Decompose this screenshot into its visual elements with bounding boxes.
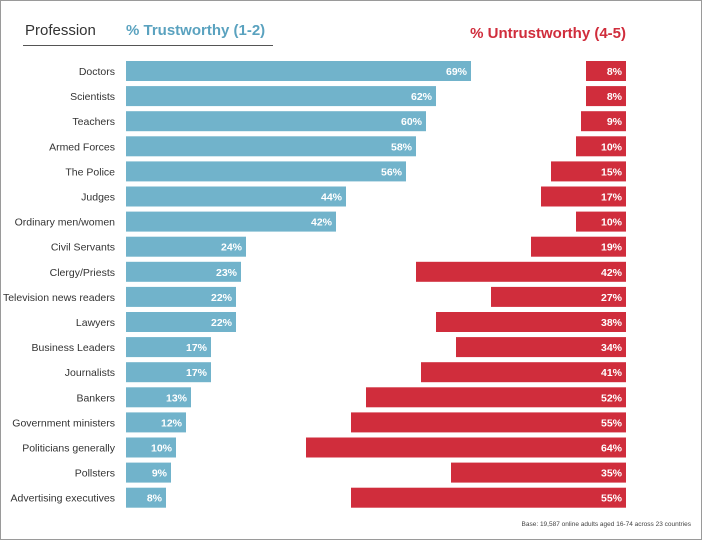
category-label: Business Leaders: [32, 342, 115, 354]
trustworthy-value-label: 44%: [321, 192, 343, 204]
trustworthy-bar: [126, 236, 246, 257]
untrustworthy-bar: [491, 286, 626, 307]
untrustworthy-value-label: 55%: [601, 493, 623, 505]
trustworthy-value-label: 42%: [311, 217, 333, 229]
untrustworthy-value-label: 17%: [601, 192, 623, 204]
untrustworthy-bar: [586, 86, 626, 107]
trustworthy-bar: [126, 387, 191, 408]
trustworthy-value-label: 24%: [221, 242, 243, 254]
category-label: Bankers: [76, 392, 115, 404]
untrustworthy-bar: [366, 387, 626, 408]
trust-bar-chart: Doctors 69% 8% Scientists 62% 8% Teachers 60% 9%…: [3, 61, 626, 508]
trustworthy-value-label: 22%: [211, 292, 233, 304]
untrustworthy-bar: [451, 462, 626, 483]
trustworthy-value-label: 17%: [186, 342, 208, 354]
category-label: Journalists: [65, 367, 115, 379]
untrustworthy-bar: [576, 136, 626, 157]
untrustworthy-header: % Untrustworthy (4-5): [470, 25, 626, 42]
untrustworthy-value-label: 42%: [601, 267, 623, 279]
trustworthy-bar: [126, 61, 471, 81]
untrustworthy-value-label: 9%: [607, 116, 623, 128]
category-label: Television news readers: [3, 292, 115, 304]
category-label: Armed Forces: [49, 141, 115, 153]
untrustworthy-value-label: 8%: [607, 91, 623, 103]
trustworthy-header: % Trustworthy (1-2): [126, 22, 266, 39]
trustworthy-bar: [126, 111, 426, 132]
category-label: Civil Servants: [51, 242, 115, 254]
untrustworthy-value-label: 8%: [607, 66, 623, 78]
trustworthy-value-label: 60%: [401, 116, 423, 128]
untrustworthy-value-label: 55%: [601, 417, 623, 429]
trustworthy-value-label: 13%: [166, 392, 188, 404]
category-label: Politicians generally: [22, 443, 116, 455]
untrustworthy-bar: [306, 437, 626, 458]
category-label: Doctors: [79, 66, 115, 78]
category-label: Clergy/Priests: [50, 267, 115, 279]
trustworthy-value-label: 69%: [446, 66, 468, 78]
trustworthy-bar: [126, 487, 166, 508]
trustworthy-bar: [126, 286, 236, 307]
trustworthy-value-label: 22%: [211, 317, 233, 329]
untrustworthy-value-label: 27%: [601, 292, 623, 304]
category-label: Advertising executives: [11, 493, 115, 505]
trustworthy-bar: [126, 261, 241, 282]
profession-header: Profession: [25, 22, 96, 39]
trustworthy-value-label: 8%: [147, 493, 163, 505]
trustworthy-bar: [126, 211, 336, 232]
footnote: Base: 19,587 online adults aged 16-74 ac…: [521, 521, 691, 528]
untrustworthy-value-label: 41%: [601, 367, 623, 379]
untrustworthy-value-label: 52%: [601, 392, 623, 404]
trustworthy-value-label: 10%: [151, 443, 173, 455]
untrustworthy-bar: [551, 161, 626, 182]
untrustworthy-bar: [581, 111, 626, 132]
trustworthy-value-label: 62%: [411, 91, 433, 103]
trustworthy-value-label: 9%: [152, 468, 168, 480]
trustworthy-value-label: 23%: [216, 267, 238, 279]
untrustworthy-value-label: 38%: [601, 317, 623, 329]
untrustworthy-value-label: 34%: [601, 342, 623, 354]
untrustworthy-value-label: 19%: [601, 242, 623, 254]
trustworthy-bar: [126, 412, 186, 433]
category-label: Ordinary men/women: [15, 217, 116, 229]
untrustworthy-value-label: 10%: [601, 217, 623, 229]
category-label: Scientists: [70, 91, 115, 103]
trustworthy-bar: [126, 186, 346, 207]
untrustworthy-value-label: 15%: [601, 166, 623, 178]
untrustworthy-bar: [576, 211, 626, 232]
category-label: Lawyers: [76, 317, 115, 329]
trustworthy-bar: [126, 312, 236, 332]
category-label: Teachers: [72, 116, 115, 128]
untrustworthy-bar: [456, 337, 626, 358]
trustworthy-value-label: 17%: [186, 367, 208, 379]
trustworthy-bar: [126, 362, 211, 383]
untrustworthy-value-label: 64%: [601, 443, 623, 455]
trustworthy-bar: [126, 86, 436, 107]
untrustworthy-bar: [586, 61, 626, 81]
category-label: Judges: [81, 192, 115, 204]
trustworthy-bar: [126, 462, 171, 483]
category-label: Pollsters: [75, 468, 115, 480]
category-label: Government ministers: [12, 417, 115, 429]
trustworthy-value-label: 56%: [381, 166, 403, 178]
trustworthy-value-label: 58%: [391, 141, 413, 153]
trustworthy-bar: [126, 136, 416, 157]
trustworthy-bar: [126, 437, 176, 458]
untrustworthy-bar: [436, 312, 626, 332]
untrustworthy-bar: [351, 487, 626, 508]
trustworthy-bar: [126, 337, 211, 358]
untrustworthy-bar: [541, 186, 626, 207]
untrustworthy-bar: [351, 412, 626, 433]
untrustworthy-bar: [531, 236, 626, 257]
untrustworthy-value-label: 10%: [601, 141, 623, 153]
untrustworthy-value-label: 35%: [601, 468, 623, 480]
header-rule: [23, 45, 273, 46]
untrustworthy-bar: [416, 261, 626, 282]
untrustworthy-bar: [421, 362, 626, 383]
category-label: The Police: [65, 166, 115, 178]
trustworthy-value-label: 12%: [161, 417, 183, 429]
trustworthy-bar: [126, 161, 406, 182]
